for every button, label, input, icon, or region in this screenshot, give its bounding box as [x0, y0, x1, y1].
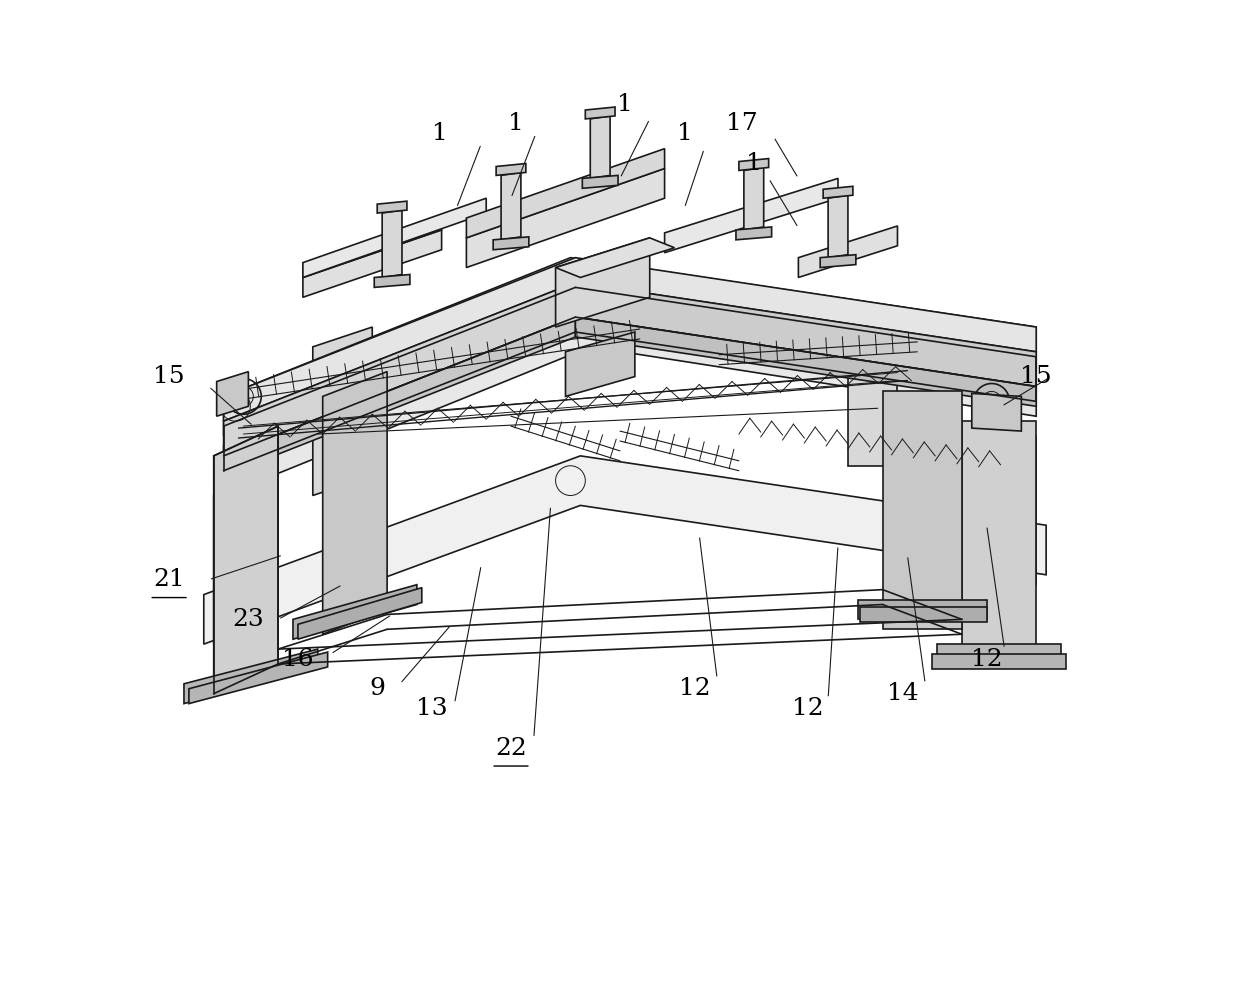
- Polygon shape: [859, 607, 987, 622]
- Text: 1: 1: [508, 112, 523, 136]
- Text: 13: 13: [415, 697, 448, 720]
- Polygon shape: [962, 421, 1037, 659]
- Polygon shape: [496, 164, 526, 175]
- Text: 16: 16: [283, 647, 314, 671]
- Polygon shape: [556, 238, 675, 277]
- Polygon shape: [223, 297, 1037, 496]
- Polygon shape: [937, 644, 1061, 664]
- Text: 12: 12: [971, 647, 1002, 671]
- Polygon shape: [293, 585, 417, 639]
- Polygon shape: [203, 456, 1047, 644]
- Polygon shape: [575, 282, 1037, 386]
- Polygon shape: [377, 201, 407, 213]
- Text: 21: 21: [154, 568, 185, 592]
- Polygon shape: [858, 600, 987, 619]
- Text: 15: 15: [154, 365, 185, 388]
- Text: 12: 12: [678, 677, 711, 701]
- Polygon shape: [883, 391, 962, 629]
- Polygon shape: [298, 588, 422, 639]
- Text: 17: 17: [727, 112, 758, 136]
- Text: 1: 1: [677, 122, 692, 146]
- Text: 14: 14: [887, 682, 919, 706]
- Polygon shape: [848, 317, 898, 466]
- Polygon shape: [583, 175, 618, 188]
- Polygon shape: [223, 317, 575, 476]
- Polygon shape: [556, 238, 650, 327]
- Text: 12: 12: [792, 697, 825, 720]
- Text: 1: 1: [618, 92, 632, 116]
- Text: 1: 1: [432, 122, 448, 146]
- Polygon shape: [374, 275, 410, 287]
- Polygon shape: [322, 372, 387, 634]
- Text: 22: 22: [495, 736, 527, 760]
- Polygon shape: [223, 258, 1037, 421]
- Polygon shape: [501, 172, 521, 240]
- Polygon shape: [223, 282, 575, 456]
- Polygon shape: [744, 167, 764, 230]
- Polygon shape: [303, 220, 441, 277]
- Polygon shape: [739, 159, 769, 170]
- Polygon shape: [665, 178, 838, 253]
- Polygon shape: [213, 426, 278, 694]
- Polygon shape: [828, 195, 848, 258]
- Text: 23: 23: [233, 607, 264, 631]
- Polygon shape: [932, 654, 1066, 669]
- Polygon shape: [585, 107, 615, 119]
- Polygon shape: [217, 372, 248, 416]
- Polygon shape: [590, 116, 610, 178]
- Polygon shape: [382, 210, 402, 277]
- Polygon shape: [466, 149, 665, 238]
- Text: 9: 9: [370, 677, 386, 701]
- Polygon shape: [967, 436, 1037, 585]
- Polygon shape: [303, 198, 486, 277]
- Polygon shape: [799, 226, 898, 277]
- Polygon shape: [737, 227, 771, 240]
- Text: 15: 15: [1021, 365, 1052, 388]
- Polygon shape: [303, 230, 441, 297]
- Polygon shape: [972, 393, 1022, 431]
- Polygon shape: [575, 317, 1037, 406]
- Polygon shape: [466, 168, 665, 268]
- Polygon shape: [188, 652, 327, 704]
- Polygon shape: [184, 649, 317, 704]
- Polygon shape: [565, 332, 635, 396]
- Polygon shape: [494, 237, 528, 250]
- Polygon shape: [223, 258, 1037, 436]
- Polygon shape: [823, 186, 853, 198]
- Polygon shape: [312, 327, 372, 496]
- Polygon shape: [213, 476, 263, 644]
- Polygon shape: [820, 255, 856, 268]
- Text: 1: 1: [746, 152, 761, 175]
